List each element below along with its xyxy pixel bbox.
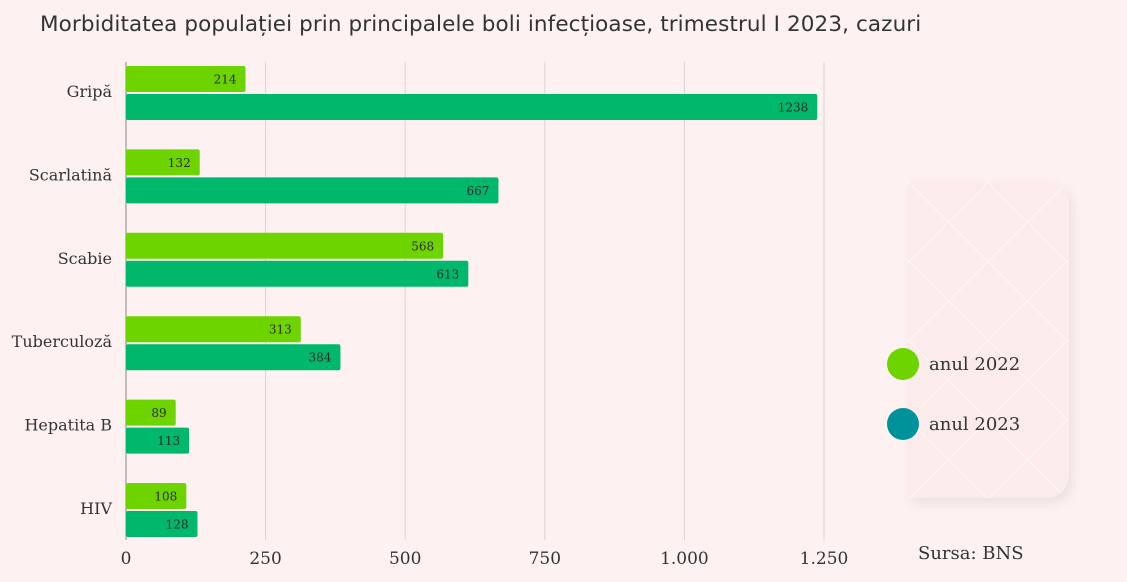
source-note: Sursa: BNS: [918, 543, 1024, 564]
bar-2023: [126, 260, 469, 287]
x-tick-label: 750: [529, 549, 561, 569]
data-label: 384: [309, 351, 332, 365]
legend-label-2023: anul 2023: [929, 413, 1021, 435]
bar-2022: [126, 66, 246, 92]
bar-2023: [126, 427, 190, 454]
bar-2022: [126, 399, 176, 426]
bar-2022: [126, 483, 187, 509]
bar-2023: [126, 511, 198, 537]
legend-item-2022: anul 2022: [887, 348, 1020, 380]
category-label: Gripă: [67, 82, 113, 101]
category-label: Scarlatină: [29, 165, 113, 184]
data-label: 128: [166, 518, 189, 532]
data-label: 568: [411, 239, 434, 253]
bar-2023: [126, 177, 499, 204]
category-label: Scabie: [58, 249, 112, 268]
bar-2022: [126, 316, 301, 343]
data-label: 214: [214, 73, 237, 87]
category-label: Tuberculoză: [12, 332, 113, 351]
data-label: 89: [151, 406, 166, 420]
legend-item-2023: anul 2023: [887, 408, 1020, 440]
category-label: HIV: [80, 499, 112, 518]
data-label: 313: [269, 323, 292, 337]
chart-title: Morbiditatea populației prin principalel…: [40, 12, 922, 37]
x-tick-label: 250: [249, 549, 281, 569]
legend-dot-2022: [887, 348, 919, 380]
data-label: 113: [157, 434, 180, 448]
bar-2023: [126, 94, 818, 120]
data-label: 667: [467, 184, 490, 198]
data-label: 1238: [778, 101, 809, 115]
data-label: 108: [154, 490, 177, 504]
legend-card: [907, 180, 1069, 498]
data-label: 613: [436, 267, 459, 281]
bar-2022: [126, 232, 444, 259]
bar-2023: [126, 344, 341, 371]
legend-label-2022: anul 2022: [929, 353, 1021, 375]
x-tick-label: 500: [389, 549, 421, 569]
legend-dot-2023: [887, 408, 919, 440]
bar-2022: [126, 149, 200, 176]
x-tick-label: 1.250: [800, 549, 849, 569]
x-tick-label: 1.000: [660, 549, 709, 569]
category-label: Hepatita B: [24, 416, 112, 435]
x-tick-label: 0: [121, 549, 132, 569]
data-label: 132: [168, 156, 191, 170]
